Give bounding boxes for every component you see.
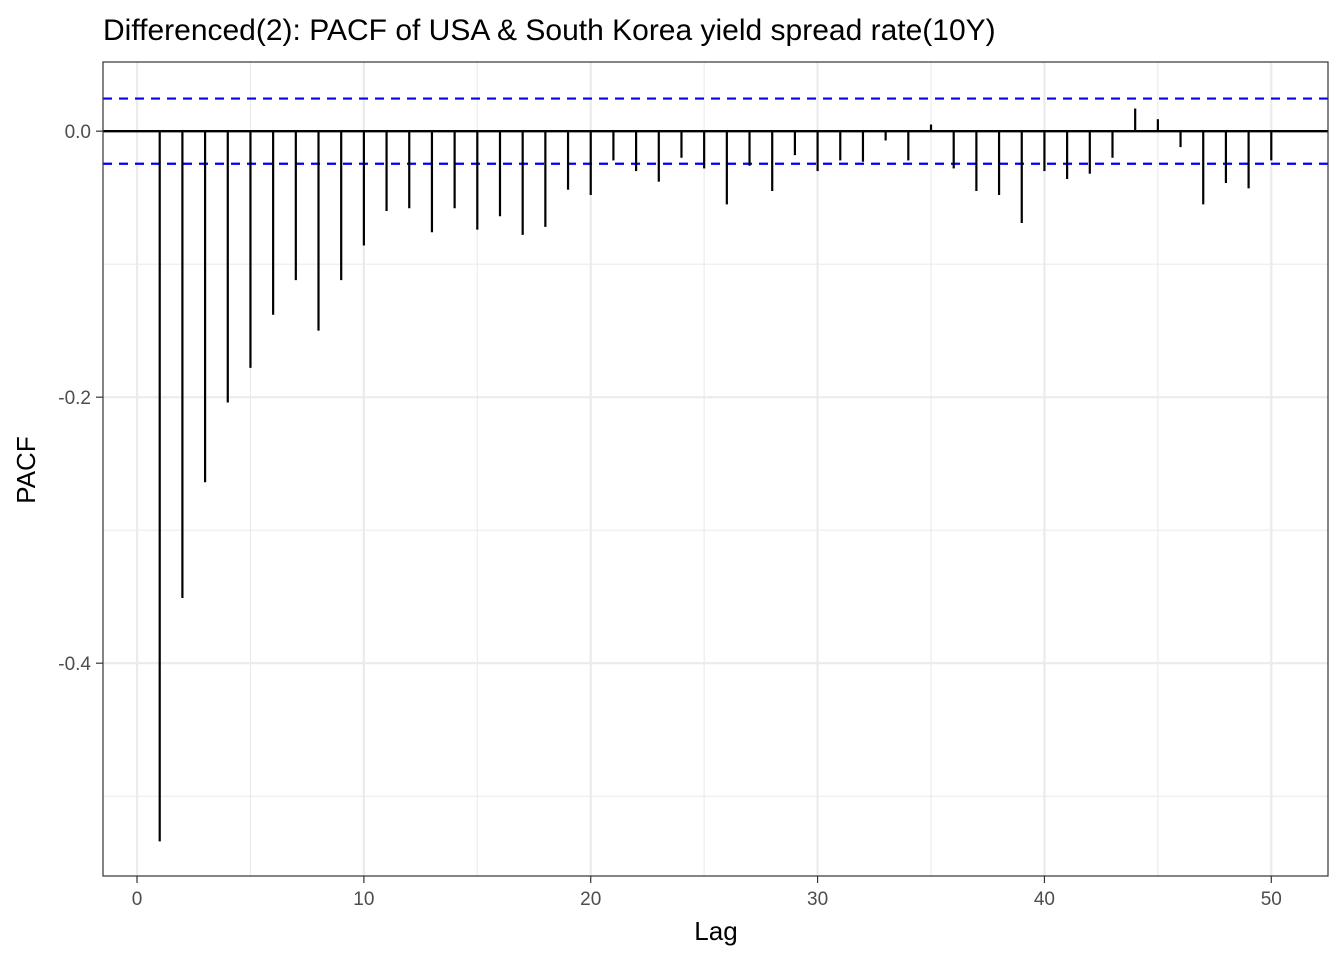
y-axis-title: PACF — [11, 436, 41, 503]
axes: 0 10 20 30 40 50 0.0 -0.2 -0.4 — [58, 122, 1282, 910]
x-tick-label: 50 — [1261, 889, 1282, 910]
y-tick-label: -0.2 — [58, 388, 91, 409]
x-axis-title: Lag — [694, 916, 737, 946]
x-tick-label: 40 — [1034, 889, 1055, 910]
x-tick-label: 0 — [132, 889, 143, 910]
grid — [103, 62, 1328, 876]
x-tick-label: 10 — [353, 889, 374, 910]
chart-title: Differenced(2): PACF of USA & South Kore… — [103, 14, 996, 47]
panel-border — [102, 61, 1329, 877]
y-tick-label: 0.0 — [65, 122, 91, 143]
y-tick-label: -0.4 — [58, 654, 91, 675]
pacf-bars — [103, 108, 1328, 842]
x-tick-label: 30 — [807, 889, 828, 910]
confidence-bounds — [103, 97, 1328, 165]
x-tick-label: 20 — [580, 889, 601, 910]
